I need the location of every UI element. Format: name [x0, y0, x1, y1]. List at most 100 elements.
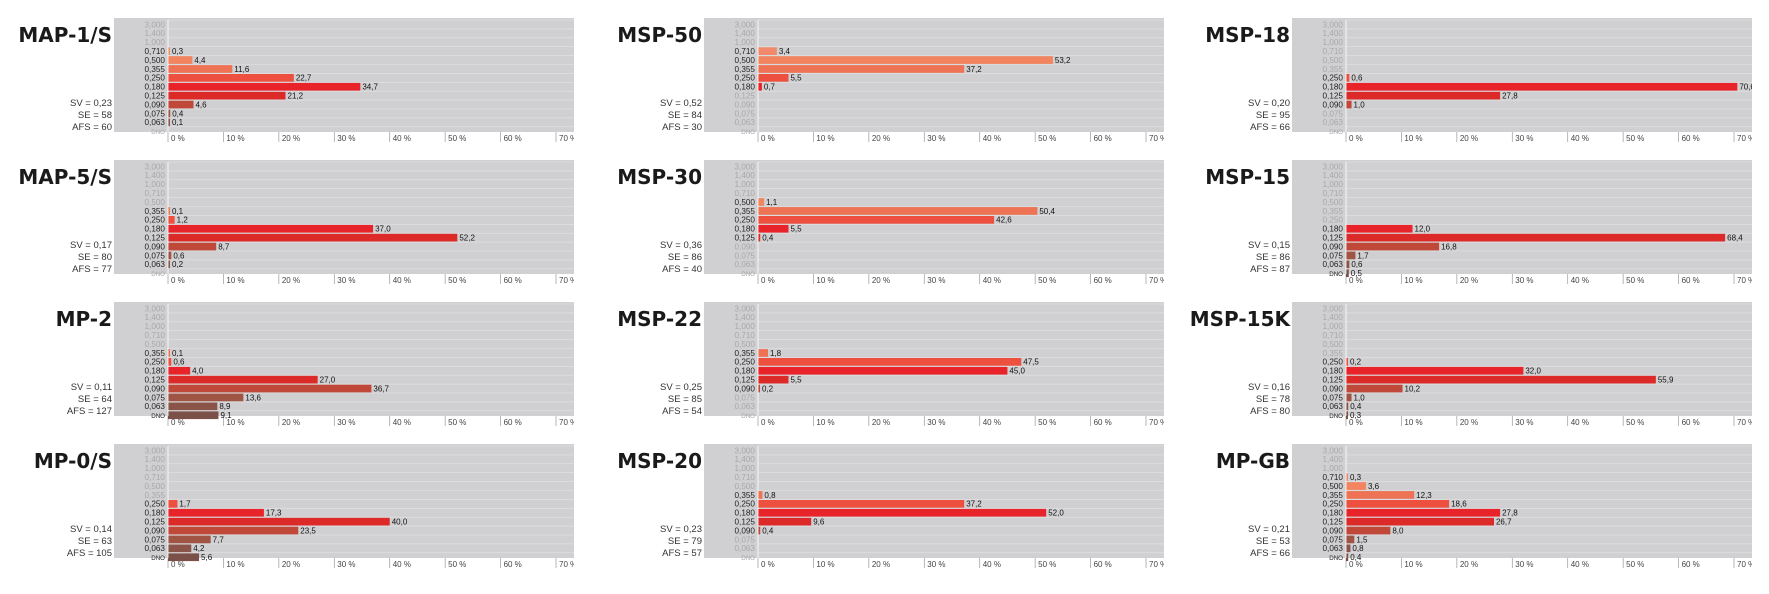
x-tick-label: 20 %	[1460, 276, 1478, 285]
category-label: 0,125	[1323, 376, 1344, 385]
x-tick-label: 10 %	[816, 276, 834, 285]
category-label: DNO	[741, 555, 755, 562]
x-tick-label: 10 %	[1404, 560, 1422, 569]
data-label: 1,8	[770, 349, 782, 358]
data-bar	[758, 233, 761, 242]
data-label: 68,4	[1727, 234, 1743, 243]
stat-line: AFS = 30	[662, 122, 702, 134]
category-label: 0,710	[735, 473, 756, 482]
data-bar	[1346, 526, 1391, 535]
stats-block: SV = 0,17 SE = 80 AFS = 77	[2, 240, 112, 276]
data-label: 0,8	[764, 491, 776, 500]
category-label: 0,063	[145, 118, 166, 127]
stat-line: SE = 78	[1255, 394, 1290, 406]
data-bar	[758, 56, 1053, 64]
category-label: 0,500	[1323, 482, 1344, 491]
category-label: DNO	[151, 555, 165, 562]
bar-chart: 0 % 10 % 20 % 30 % 40 % 50 % 60 % 70 % 3,0001,40…	[1292, 302, 1752, 428]
data-bar	[168, 544, 192, 553]
stat-line: SE = 84	[667, 110, 702, 122]
category-label: 1,000	[145, 322, 166, 331]
chart-title: MSP-15K	[1189, 307, 1290, 331]
x-tick-label: 0 %	[171, 560, 185, 569]
data-label: 55,9	[1658, 376, 1674, 385]
data-bar	[168, 233, 458, 242]
data-bar	[168, 384, 372, 393]
category-label: 0,090	[1323, 384, 1344, 393]
data-bar	[1346, 74, 1350, 82]
chart-title: MAP-1/S	[18, 23, 112, 47]
data-bar	[1346, 553, 1349, 562]
category-label: 0,250	[145, 74, 166, 83]
x-tick-label: 10 %	[1404, 134, 1422, 143]
x-tick-label: 40 %	[393, 276, 411, 285]
data-label: 0,4	[762, 526, 774, 535]
category-label: 1,000	[145, 38, 166, 47]
category-label: 0,180	[145, 83, 166, 92]
data-bar	[1346, 91, 1501, 100]
x-tick-label: 10 %	[816, 418, 834, 427]
stat-line: SV = 0,14	[70, 524, 112, 536]
stat-line: AFS = 40	[662, 264, 702, 276]
category-label: 0,180	[735, 509, 756, 518]
data-label: 52,0	[1048, 509, 1064, 518]
category-label: 0,125	[145, 376, 166, 385]
data-bar	[1346, 82, 1738, 91]
data-label: 12,3	[1416, 491, 1432, 500]
category-label: 0,090	[145, 100, 166, 109]
data-label: 0,6	[173, 251, 185, 260]
x-tick-label: 50 %	[448, 418, 466, 427]
category-label: DNO	[151, 271, 165, 278]
category-label: 0,355	[735, 207, 756, 216]
category-label: 0,710	[145, 473, 166, 482]
category-label: DNO	[1329, 413, 1343, 420]
stat-line: SE = 53	[1255, 536, 1290, 548]
data-label: 47,5	[1023, 358, 1039, 367]
category-label: DNO	[1329, 555, 1343, 562]
data-label: 0,2	[172, 260, 184, 269]
data-bar	[168, 553, 200, 562]
x-tick-label: 20 %	[282, 134, 300, 143]
category-label: 0,180	[735, 83, 756, 92]
stat-line: AFS = 66	[1250, 548, 1290, 560]
data-bar	[758, 224, 789, 233]
data-label: 42,6	[996, 216, 1012, 225]
x-tick-label: 0 %	[171, 134, 185, 143]
x-tick-label: 30 %	[927, 134, 945, 143]
category-label: 1,400	[145, 29, 166, 38]
x-tick-label: 60 %	[504, 560, 522, 569]
category-label: 0,180	[1323, 367, 1344, 376]
category-label: 0,090	[1323, 100, 1344, 109]
category-label: 0,500	[735, 56, 756, 65]
category-label: 1,000	[1323, 464, 1344, 473]
category-label: 0,500	[1323, 198, 1344, 207]
category-label: 0,250	[735, 358, 756, 367]
chart-title: MSP-18	[1205, 23, 1290, 47]
bar-chart: 0 % 10 % 20 % 30 % 40 % 50 % 60 % 70 % 3,0001,40…	[114, 18, 574, 144]
category-label: 1,400	[735, 455, 756, 464]
data-bar	[1346, 224, 1413, 233]
stat-line: AFS = 80	[1250, 406, 1290, 418]
data-bar	[1346, 384, 1403, 393]
stat-line: AFS = 105	[66, 548, 112, 560]
data-bar	[168, 82, 361, 91]
data-bar	[168, 109, 171, 118]
data-label: 27,0	[320, 376, 336, 385]
x-tick-label: 70 %	[1737, 134, 1752, 143]
category-label: DNO	[1329, 129, 1343, 136]
data-label: 11,6	[234, 65, 250, 74]
data-bar	[1346, 358, 1348, 366]
stat-line: SE = 58	[77, 110, 112, 122]
category-label: 0,355	[145, 207, 166, 216]
data-label: 18,6	[1451, 500, 1467, 509]
data-label: 4,4	[194, 56, 206, 65]
x-tick-label: 70 %	[559, 134, 574, 143]
category-label: 0,355	[145, 65, 166, 74]
category-label: 0,710	[735, 47, 756, 56]
x-tick-label: 30 %	[337, 418, 355, 427]
stat-line: AFS = 57	[662, 548, 702, 560]
data-label: 0,6	[173, 358, 185, 367]
category-label: 0,090	[1323, 242, 1344, 251]
